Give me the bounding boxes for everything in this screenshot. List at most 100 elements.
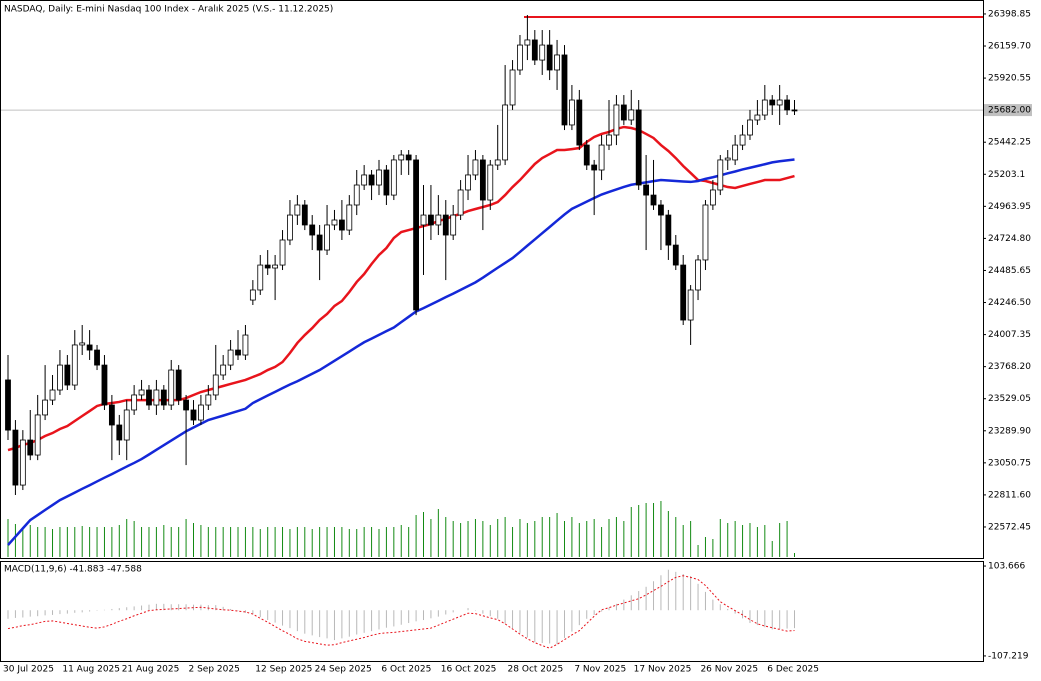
candle-body [146, 389, 152, 406]
last-price-label: 25682.00 [988, 106, 1031, 116]
candle-body [620, 104, 627, 121]
candle-body [747, 119, 753, 136]
candle-body [94, 349, 100, 366]
candle-body [34, 414, 41, 456]
candle-body [598, 144, 605, 171]
candle-body [606, 134, 612, 146]
candle-body [724, 157, 731, 161]
candle-body [198, 404, 204, 421]
candle-body [776, 99, 783, 106]
candle-body [279, 239, 286, 266]
y-tick-label: 23289.90 [988, 426, 1031, 436]
y-tick-label: 23050.75 [988, 458, 1031, 468]
x-tick-label: 7 Nov 2025 [574, 665, 626, 675]
candle-body [739, 134, 746, 146]
x-tick-label: 2 Sep 2025 [188, 665, 239, 675]
x-tick-label: 6 Oct 2025 [381, 665, 431, 675]
x-tick-label: 16 Oct 2025 [441, 665, 497, 675]
candle-body [190, 409, 197, 421]
candle-body [212, 374, 219, 396]
candle-body [27, 439, 34, 456]
candle-body [175, 369, 182, 401]
y-tick-label: 24724.80 [988, 234, 1031, 244]
candle-body [257, 264, 264, 291]
candle-body [287, 214, 293, 241]
candle-body [353, 184, 360, 206]
candle-body [309, 224, 316, 236]
y-tick-label: 24246.50 [988, 298, 1031, 308]
x-tick-label: 26 Nov 2025 [700, 665, 758, 675]
y-tick-label: 24963.95 [988, 202, 1031, 212]
candle-body [702, 204, 709, 261]
candle-body [613, 104, 620, 136]
candle-body [569, 99, 575, 126]
candle-body [420, 214, 427, 226]
candle-body [301, 204, 308, 226]
candle-body [442, 214, 449, 236]
macd-title: MACD(11,9,6) -41.883 -47.588 [4, 565, 142, 575]
y-tick-label: 24007.35 [988, 330, 1031, 340]
candle-body [732, 144, 739, 161]
candle-body [205, 394, 212, 406]
candle-body [761, 99, 768, 116]
candle-body [160, 389, 167, 406]
moving-average [7, 158, 795, 546]
candle-body [494, 159, 501, 166]
candle-body [338, 219, 345, 231]
x-tick-label: 28 Oct 2025 [508, 665, 564, 675]
candle-body [465, 174, 471, 191]
x-tick-label: 12 Sep 2025 [255, 665, 312, 675]
candle-body [138, 389, 145, 396]
y-tick-label: 22572.45 [988, 522, 1031, 532]
candle-body [628, 109, 635, 121]
candle-body [561, 54, 568, 126]
candle-body [524, 39, 531, 46]
candle-body [361, 174, 368, 186]
candle-body [324, 224, 330, 251]
candle-body [672, 244, 679, 266]
candle-body [79, 342, 86, 346]
y-tick-label: 25203.1 [988, 170, 1025, 180]
candle-body [509, 69, 516, 106]
y-tick-label: 25442.25 [988, 138, 1031, 148]
candle-body [220, 364, 227, 376]
candle-body [658, 204, 664, 216]
candle-body [131, 394, 138, 411]
candle-body [42, 399, 48, 416]
candle-body [183, 399, 189, 411]
x-tick-label: 21 Aug 2025 [122, 665, 180, 675]
candle-body [168, 369, 175, 406]
candle-body [71, 344, 78, 386]
candle-body [316, 234, 323, 251]
candle-body [5, 379, 11, 431]
candle-body [450, 214, 457, 236]
candle-body [479, 159, 486, 201]
candle-body [576, 99, 583, 146]
candle-body [635, 109, 642, 186]
x-tick-label: 30 Jul 2025 [3, 665, 54, 675]
candle-body [784, 99, 790, 111]
candle-body [227, 349, 234, 366]
candle-body [390, 159, 397, 196]
candle-body [376, 169, 382, 186]
candle-body [86, 344, 93, 351]
candle-body [235, 349, 241, 356]
x-tick-label: 11 Aug 2025 [62, 665, 120, 675]
y-tick-label: 24485.65 [988, 266, 1031, 276]
candle-body [272, 264, 279, 269]
candle-body [539, 44, 546, 61]
candle-body [472, 159, 479, 176]
candle-body [680, 264, 687, 321]
candle-body [435, 214, 442, 226]
candle-body [754, 114, 761, 121]
candle-body [695, 259, 701, 291]
main-panel [0, 0, 984, 559]
y-tick-label: 23768.20 [988, 362, 1031, 372]
candle-body [108, 404, 115, 426]
candle-body [331, 219, 338, 226]
candle-body [368, 174, 375, 186]
y-tick-label: 23529.05 [988, 394, 1031, 404]
candle-body [650, 194, 657, 206]
candle-body [583, 144, 590, 166]
